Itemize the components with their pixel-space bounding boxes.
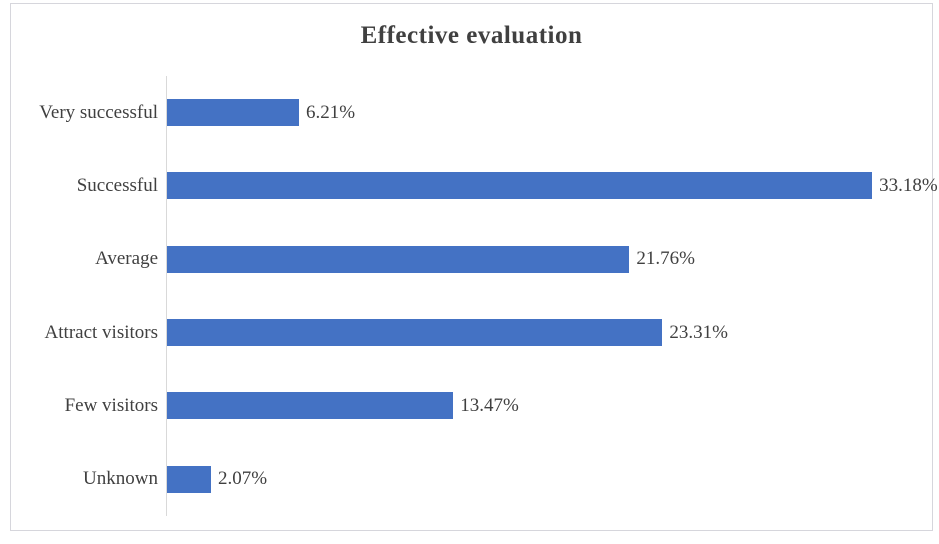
value-label: 33.18% xyxy=(879,174,938,196)
chart-title: Effective evaluation xyxy=(360,22,583,49)
row-plot: 13.47% xyxy=(167,369,932,442)
bar-row: Unknown 2.07% xyxy=(11,443,932,516)
row-plot: 2.07% xyxy=(167,443,932,516)
value-label: 2.07% xyxy=(217,468,268,490)
plot-area: Very successful 6.21% Successful 33.18% … xyxy=(11,76,938,516)
row-plot: 33.18% xyxy=(167,149,938,222)
category-label: Attract visitors xyxy=(44,321,158,343)
value-label: 6.21% xyxy=(305,101,356,123)
bar-row: Attract visitors 23.31% xyxy=(11,296,932,369)
bar xyxy=(167,465,211,493)
bar xyxy=(167,245,630,273)
bar-row: Average 21.76% xyxy=(11,223,932,296)
row-plot: 23.31% xyxy=(167,296,932,369)
bar xyxy=(167,172,873,200)
value-label: 13.47% xyxy=(460,394,519,416)
bar-row: Successful 33.18% xyxy=(11,149,938,222)
category-axis-line xyxy=(166,76,167,516)
bar xyxy=(167,99,299,127)
bar-row: Few visitors 13.47% xyxy=(11,369,932,442)
bar-row: Very successful 6.21% xyxy=(11,76,932,149)
row-plot: 6.21% xyxy=(167,76,932,149)
category-label: Average xyxy=(95,248,158,270)
row-plot: 21.76% xyxy=(167,223,932,296)
category-label: Few visitors xyxy=(64,394,158,416)
value-label: 23.31% xyxy=(669,321,728,343)
value-label: 21.76% xyxy=(636,248,695,270)
bar xyxy=(167,319,663,347)
chart-frame: Effective evaluation Very successful 6.2… xyxy=(10,3,938,531)
bar xyxy=(167,392,454,420)
category-label: Successful xyxy=(76,174,158,196)
category-label: Unknown xyxy=(83,468,158,490)
category-label: Very successful xyxy=(39,101,158,123)
